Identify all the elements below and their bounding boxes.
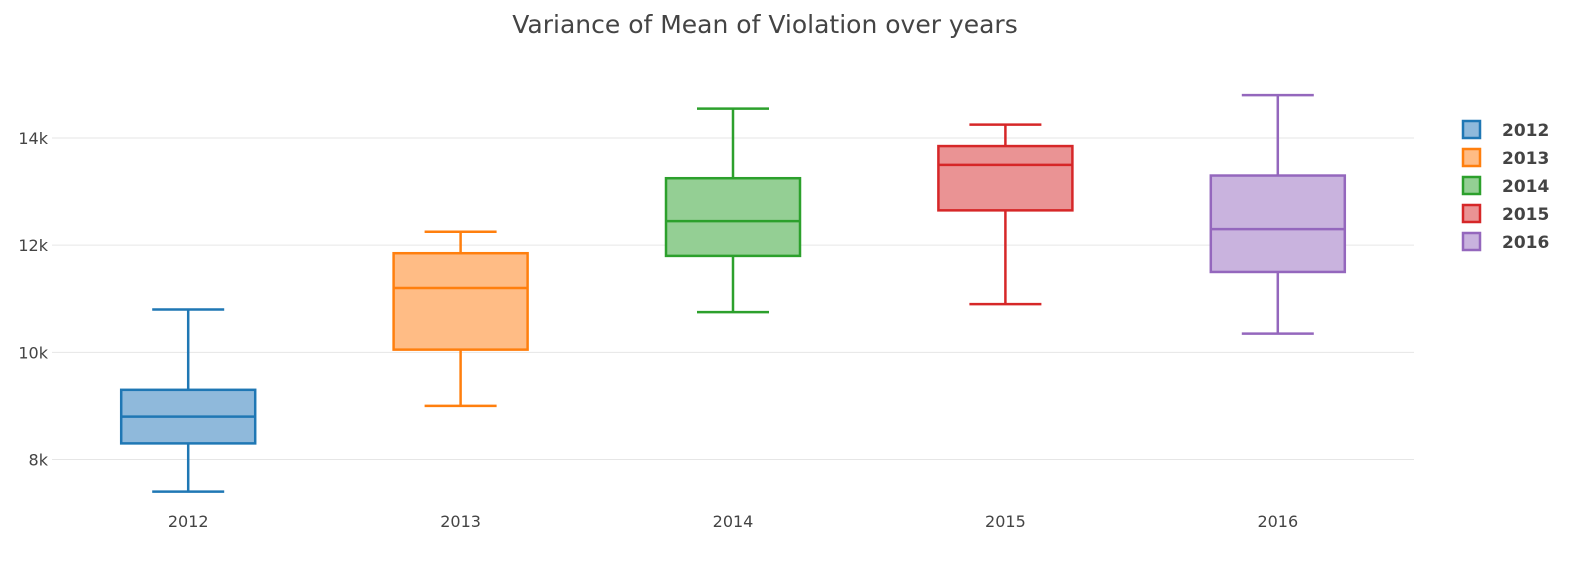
legend-swatch: [1461, 147, 1482, 168]
legend-item-2012[interactable]: 2012: [1461, 119, 1549, 141]
legend-item-2015[interactable]: 2015: [1461, 203, 1549, 225]
x-tick-label: 2016: [1257, 512, 1298, 531]
box-2013: [392, 230, 529, 408]
y-tick-label: 10k: [18, 343, 48, 362]
box-series: [119, 93, 1347, 493]
iqr-box: [937, 144, 1074, 212]
legend-swatch: [1461, 231, 1482, 252]
box-2012: [119, 308, 257, 493]
legend-label: 2014: [1502, 177, 1549, 197]
iqr-box: [1209, 174, 1347, 274]
legend-swatch: [1461, 175, 1482, 196]
legend-item-2016[interactable]: 2016: [1461, 231, 1549, 253]
legend-swatch: [1461, 119, 1482, 140]
x-tick-label: 2013: [440, 512, 481, 531]
box-2015: [937, 123, 1074, 306]
legend-label: 2015: [1502, 205, 1549, 225]
box-2014: [664, 107, 802, 314]
legend-item-2013[interactable]: 2013: [1461, 147, 1549, 169]
y-axis-ticks: 8k 10k 12k 14k: [18, 129, 48, 469]
legend-label: 2016: [1502, 233, 1549, 253]
legend-swatch: [1461, 203, 1482, 224]
x-tick-label: 2015: [985, 512, 1026, 531]
x-axis-ticks: 2012 2013 2014 2015 2016: [168, 512, 1298, 531]
x-tick-label: 2012: [168, 512, 209, 531]
y-tick-label: 12k: [18, 236, 48, 255]
y-tick-label: 14k: [18, 129, 48, 148]
x-tick-label: 2014: [713, 512, 754, 531]
chart-title: Variance of Mean of Violation over years: [512, 10, 1018, 39]
legend-label: 2013: [1502, 149, 1549, 169]
iqr-box: [392, 251, 529, 351]
legend-item-2014[interactable]: 2014: [1461, 175, 1549, 197]
legend-label: 2012: [1502, 121, 1549, 141]
y-tick-label: 8k: [29, 450, 49, 469]
iqr-box: [664, 176, 802, 258]
box-2016: [1209, 93, 1347, 335]
legend[interactable]: 2012 2013 2014 2015 2016: [1461, 119, 1549, 253]
